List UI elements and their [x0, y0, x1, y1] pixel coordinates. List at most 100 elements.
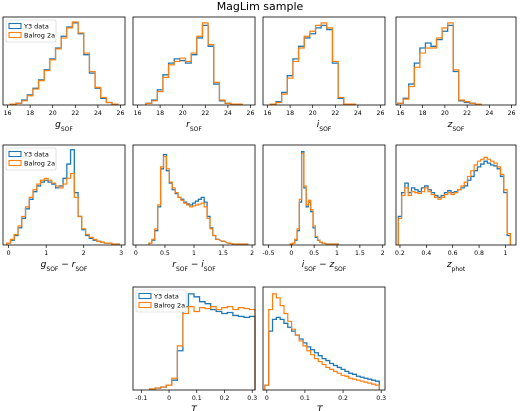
x-tick-label: 2 [381, 250, 385, 257]
x-tick-label: 20 [441, 110, 449, 117]
legend-swatch [8, 31, 22, 39]
legend-label: Y3 data [23, 151, 49, 159]
panel-3: 16 18 20 22 24 26 iSOF [262, 16, 386, 133]
x-tick-label: 0 [134, 250, 138, 257]
x-tick-label: 22 [331, 110, 339, 117]
x-tick-label: 26 [117, 110, 125, 117]
series-line-balrog-2a [6, 172, 120, 245]
x-tick-label: 0 [167, 395, 171, 402]
series-line-balrog-2a [289, 152, 339, 245]
x-tick-label: 2 [82, 250, 86, 257]
x-tick-label: 24 [485, 110, 493, 117]
x-tick-label: 1.5 [355, 250, 365, 257]
x-tick-label: 18 [419, 110, 427, 117]
x-tick-label: -0.1 [135, 395, 147, 402]
x-tick-label: 26 [247, 110, 255, 117]
x-axis-label: zphot [446, 260, 466, 273]
panel-4: 16 18 20 22 24 26 zSOF [395, 16, 517, 133]
legend-label: Y3 data [23, 23, 49, 31]
series-line-y3-data [397, 24, 482, 105]
legend-swatch [138, 301, 152, 309]
series-line-balrog-2a [149, 306, 256, 390]
x-tick-label: -0.5 [262, 250, 274, 257]
x-tick-label: 0 [265, 395, 269, 402]
axes-frame [2, 16, 126, 106]
series-line-y3-data [397, 160, 512, 245]
x-axis-label: gSOF − rSOF [41, 260, 88, 273]
x-tick-label: 0.2 [338, 395, 348, 402]
axes-frame [395, 144, 517, 246]
x-tick-label: 1 [503, 250, 507, 257]
legend-label: Y3 data [153, 293, 179, 301]
legend-label: Balrog 2a [24, 160, 55, 168]
x-tick-label: 16 [4, 110, 12, 117]
figure-title: MagLim sample [217, 0, 304, 13]
series-line-balrog-2a [397, 156, 511, 245]
x-tick-label: 16 [397, 110, 405, 117]
legend-box [5, 19, 57, 43]
x-tick-label: 24 [354, 110, 362, 117]
panel-7: -0.5 0 0.5 1 1.5 2 iSOF − zSOF [262, 144, 386, 273]
series-line-balrog-2a [9, 21, 119, 105]
legend-box [5, 147, 57, 171]
x-tick-label: 20 [309, 110, 317, 117]
x-tick-label: 22 [71, 110, 79, 117]
x-tick-label: 20 [179, 110, 187, 117]
series-line-balrog-2a [264, 293, 380, 390]
x-tick-label: 0.6 [448, 250, 458, 257]
legend-label: Balrog 2a [24, 32, 55, 40]
x-tick-label: 26 [508, 110, 516, 117]
x-tick-label: 24 [94, 110, 102, 117]
x-tick-label: 0.1 [300, 395, 310, 402]
x-tick-label: 26 [377, 110, 385, 117]
x-axis-label: Terr [317, 405, 332, 411]
axes-frame [262, 16, 386, 106]
x-tick-label: 0 [7, 250, 11, 257]
x-axis-label: gSOF [55, 120, 73, 133]
x-tick-label: 0.1 [192, 395, 202, 402]
x-tick-label: 0.2 [395, 250, 405, 257]
x-tick-label: 3 [119, 250, 123, 257]
x-tick-label: 18 [286, 110, 294, 117]
x-axis-label: rSOF [186, 120, 202, 133]
x-axis-label: iSOF [317, 120, 332, 133]
x-tick-label: 1 [192, 250, 196, 257]
x-axis-label: T [191, 405, 198, 411]
panel-6: 0 0.5 1 1.5 2 rSOF − iSOF [132, 144, 256, 273]
series-line-balrog-2a [397, 22, 482, 105]
x-axis-label: rSOF − iSOF [172, 260, 216, 273]
x-tick-label: 16 [264, 110, 272, 117]
panel-10: 0 0.1 0.2 0.3 Terr [262, 286, 386, 411]
panel-2: 16 18 20 22 24 26 rSOF [132, 16, 256, 133]
series-line-balrog-2a [269, 22, 356, 105]
legend-label: Balrog 2a [154, 302, 185, 310]
x-tick-label: 0 [289, 250, 293, 257]
x-tick-label: 18 [26, 110, 34, 117]
x-tick-label: 16 [134, 110, 142, 117]
x-tick-label: 18 [156, 110, 164, 117]
legend-swatch [8, 159, 22, 167]
series-line-y3-data [264, 316, 380, 390]
x-tick-label: 0.2 [220, 395, 230, 402]
x-tick-label: 1 [44, 250, 48, 257]
axes-frame [262, 144, 386, 246]
panel-8: 0.2 0.4 0.6 0.8 1 zphot [395, 144, 517, 273]
axes-frame [132, 144, 256, 246]
x-tick-label: 0.5 [309, 250, 319, 257]
axes-frame [262, 286, 386, 391]
x-tick-label: 24 [224, 110, 232, 117]
legend-swatch [138, 292, 152, 300]
x-tick-label: 0.3 [376, 395, 386, 402]
x-tick-label: 0.3 [247, 395, 257, 402]
x-tick-label: 2 [250, 250, 254, 257]
axes-frame [132, 286, 256, 391]
legend-swatch [8, 150, 22, 158]
x-axis-label: zSOF [447, 120, 465, 133]
x-tick-label: 1 [335, 250, 339, 257]
